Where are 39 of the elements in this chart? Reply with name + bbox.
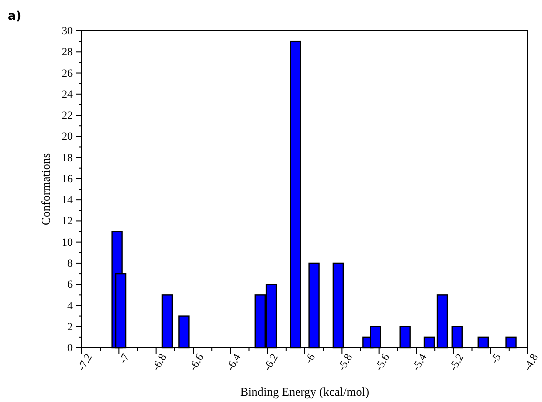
x-tick-label: -4.8 — [522, 352, 542, 374]
y-tick-label: 24 — [62, 88, 74, 101]
x-tick-label: -5.6 — [373, 352, 393, 374]
y-tick-label: 4 — [68, 300, 74, 312]
x-tick-label: -5.4 — [410, 352, 430, 374]
bar — [178, 316, 190, 349]
bar — [308, 262, 320, 349]
y-tick-label: 6 — [68, 279, 74, 292]
bar — [506, 336, 517, 349]
y-tick-label: 12 — [62, 216, 73, 228]
bar — [162, 294, 174, 349]
x-tick-label: -6 — [303, 352, 318, 366]
x-tick-label: -5.8 — [336, 352, 356, 374]
x-tick-label: -7 — [117, 352, 133, 366]
chart-title: a) — [8, 9, 22, 23]
x-tick-label: -5.2 — [448, 352, 467, 374]
x-tick-label: -5 — [488, 352, 504, 366]
y-tick-label: 28 — [62, 46, 74, 59]
y-tick-label: 14 — [62, 194, 74, 207]
bar — [290, 40, 302, 349]
bar — [400, 326, 411, 349]
x-tick-label: -7.2 — [76, 352, 96, 374]
y-tick-label: 18 — [62, 152, 74, 164]
y-tick-label: 16 — [62, 173, 74, 186]
y-axis-title: Conformations — [39, 153, 53, 226]
y-tick-label: 30 — [62, 26, 74, 38]
x-tick-label: -6.4 — [224, 352, 244, 374]
bar — [436, 294, 448, 349]
y-tick-label: 22 — [62, 110, 73, 122]
x-tick-label: -6.6 — [188, 352, 207, 374]
y-tick-label: 2 — [68, 321, 73, 334]
y-tick-label: 0 — [68, 342, 74, 355]
y-tick-label: 20 — [62, 131, 74, 144]
x-tick-label: -6.8 — [150, 352, 170, 374]
x-tick-label: -6.2 — [262, 352, 281, 374]
x-axis-title: Binding Energy (kcal/mol) — [240, 385, 370, 399]
y-tick-label: 8 — [68, 258, 74, 270]
y-tick-label: 26 — [62, 68, 74, 80]
y-tick-label: 10 — [62, 236, 74, 249]
